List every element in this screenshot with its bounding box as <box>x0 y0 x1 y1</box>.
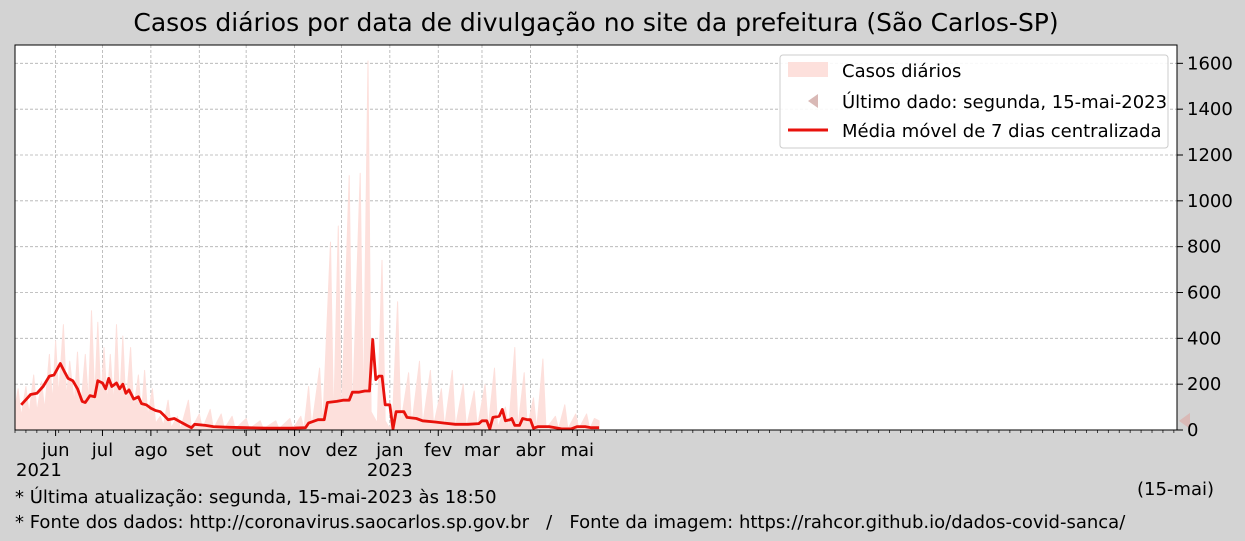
y-tick-label: 400 <box>1187 328 1221 349</box>
y-tick-label: 1000 <box>1187 191 1233 212</box>
x-tick-label: fev <box>424 440 452 461</box>
last-point-layer <box>1179 412 1190 429</box>
last-point-marker <box>1179 412 1190 429</box>
y-tick-label: 1600 <box>1187 53 1233 74</box>
y-tick-label: 800 <box>1187 237 1221 258</box>
x-year-label: 2023 <box>367 460 413 481</box>
footer-last-date: (15-mai) <box>1137 479 1214 500</box>
y-axis: 0 200 400 600 800 1000 1200 1400 1600 <box>1177 53 1233 441</box>
legend-label-ma: Média móvel de 7 dias centralizada <box>842 121 1162 142</box>
x-tick-label: abr <box>515 440 545 461</box>
y-tick-label: 600 <box>1187 283 1221 304</box>
x-tick-label: mar <box>464 440 501 461</box>
x-year-label: 2021 <box>16 460 62 481</box>
y-tick-label: 200 <box>1187 374 1221 395</box>
x-tick-label: mai <box>560 440 594 461</box>
moving-average-series <box>20 338 600 431</box>
moving-average-line <box>20 338 600 431</box>
x-tick-label: jul <box>91 440 113 461</box>
x-tick-label: jan <box>375 440 403 461</box>
x-tick-label: ago <box>134 440 167 461</box>
x-tick-label: jun <box>41 440 70 461</box>
legend-box <box>779 54 1169 149</box>
y-tick-label: 1400 <box>1187 99 1233 120</box>
x-tick-label: set <box>186 440 214 461</box>
legend-label-last: Último dado: segunda, 15-mai-2023 <box>842 91 1167 113</box>
y-tick-label: 0 <box>1187 420 1198 441</box>
x-tick-label: nov <box>278 440 311 461</box>
plot-frame <box>14 44 1178 431</box>
x-tick-label: out <box>231 440 260 461</box>
legend: Casos diários Último dado: segunda, 15-m… <box>779 54 1169 149</box>
legend-label-daily: Casos diários <box>842 61 961 82</box>
y-tick-label: 1200 <box>1187 145 1233 166</box>
chart-title: Casos diários por data de divulgação no … <box>133 8 1058 37</box>
legend-swatch-marker <box>808 94 818 108</box>
footer-source: * Fonte dos dados: http://coronavirus.sa… <box>15 512 1126 533</box>
legend-swatch-area <box>788 62 828 77</box>
footer-updated: * Última atualização: segunda, 15-mai-20… <box>15 486 497 508</box>
x-tick-label: dez <box>325 440 357 461</box>
